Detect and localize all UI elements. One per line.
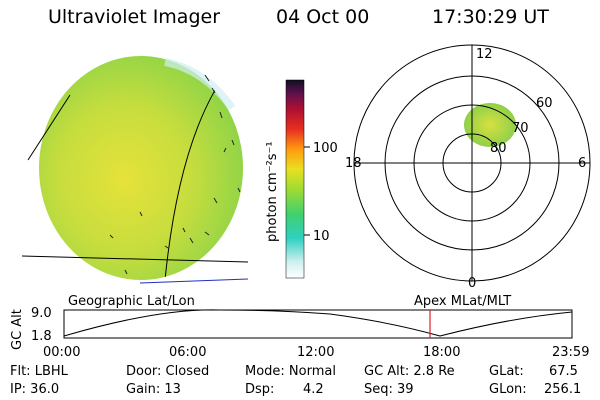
status-dsp-label: Dsp: [245, 382, 275, 397]
status-dsp-value: 4.2 [303, 382, 324, 397]
instrument-title: Ultraviolet Imager [48, 6, 221, 28]
mlat-label-60: 60 [536, 96, 553, 111]
orbit-frame [63, 309, 573, 339]
coastline-marks [109, 74, 241, 275]
colorbar-label-10: 10 [313, 229, 330, 244]
mlt-label-0: 0 [468, 276, 477, 291]
colorbar-label-100: 100 [313, 141, 338, 156]
status-glat-label: GLat: [489, 364, 524, 379]
status-gain: Gain: 13 [126, 382, 181, 397]
status-glon-label: GLon: [489, 382, 527, 397]
orbit-plot [63, 309, 573, 339]
orbit-ylabel: GC Alt [10, 309, 25, 350]
orbit-curve [63, 309, 573, 337]
orbit-ytick-high: 9.0 [31, 306, 52, 321]
orbit-xtick-0000: 00:00 [43, 345, 81, 360]
colorbar-scale [285, 79, 305, 279]
terminator-line [139, 278, 249, 284]
status-mode: Mode: Normal [245, 364, 336, 379]
time-label: 17:30:29 UT [432, 6, 549, 28]
status-seq: Seq: 39 [364, 382, 414, 397]
mlt-label-6: 6 [578, 156, 587, 171]
coast-line-left [27, 94, 71, 161]
status-glat-value: 67.5 [549, 364, 578, 379]
status-glon-value: 256.1 [544, 382, 582, 397]
date-label: 04 Oct 00 [276, 6, 370, 28]
mlt-label-18: 18 [345, 156, 362, 171]
latitude-line [21, 255, 249, 263]
earth-image [21, 56, 249, 284]
mlat-label-70: 70 [512, 121, 529, 136]
colorbar-unit-label: photon cm⁻²s⁻¹ [265, 141, 280, 242]
apex-title: Apex MLat/MLT [414, 294, 512, 309]
status-gc-alt: GC Alt: 2.8 Re [364, 364, 455, 379]
mlt-label-12: 12 [476, 47, 493, 62]
status-door: Door: Closed [126, 364, 210, 379]
status-ip: IP: 36.0 [10, 382, 60, 397]
geographic-title: Geographic Lat/Lon [68, 294, 195, 309]
orbit-xtick-2359: 23:59 [552, 345, 590, 360]
mlat-label-80: 80 [490, 141, 507, 156]
colorbar [285, 79, 310, 279]
limb-glow [164, 58, 236, 111]
orbit-xtick-0600: 06:00 [169, 345, 207, 360]
polar-plot [353, 44, 591, 282]
earth-disk [39, 56, 243, 280]
status-filter: Flt: LBHL [10, 364, 68, 379]
orbit-xtick-1800: 18:00 [423, 345, 461, 360]
orbit-xtick-1200: 12:00 [297, 345, 335, 360]
orbit-ytick-low: 1.8 [31, 329, 52, 344]
